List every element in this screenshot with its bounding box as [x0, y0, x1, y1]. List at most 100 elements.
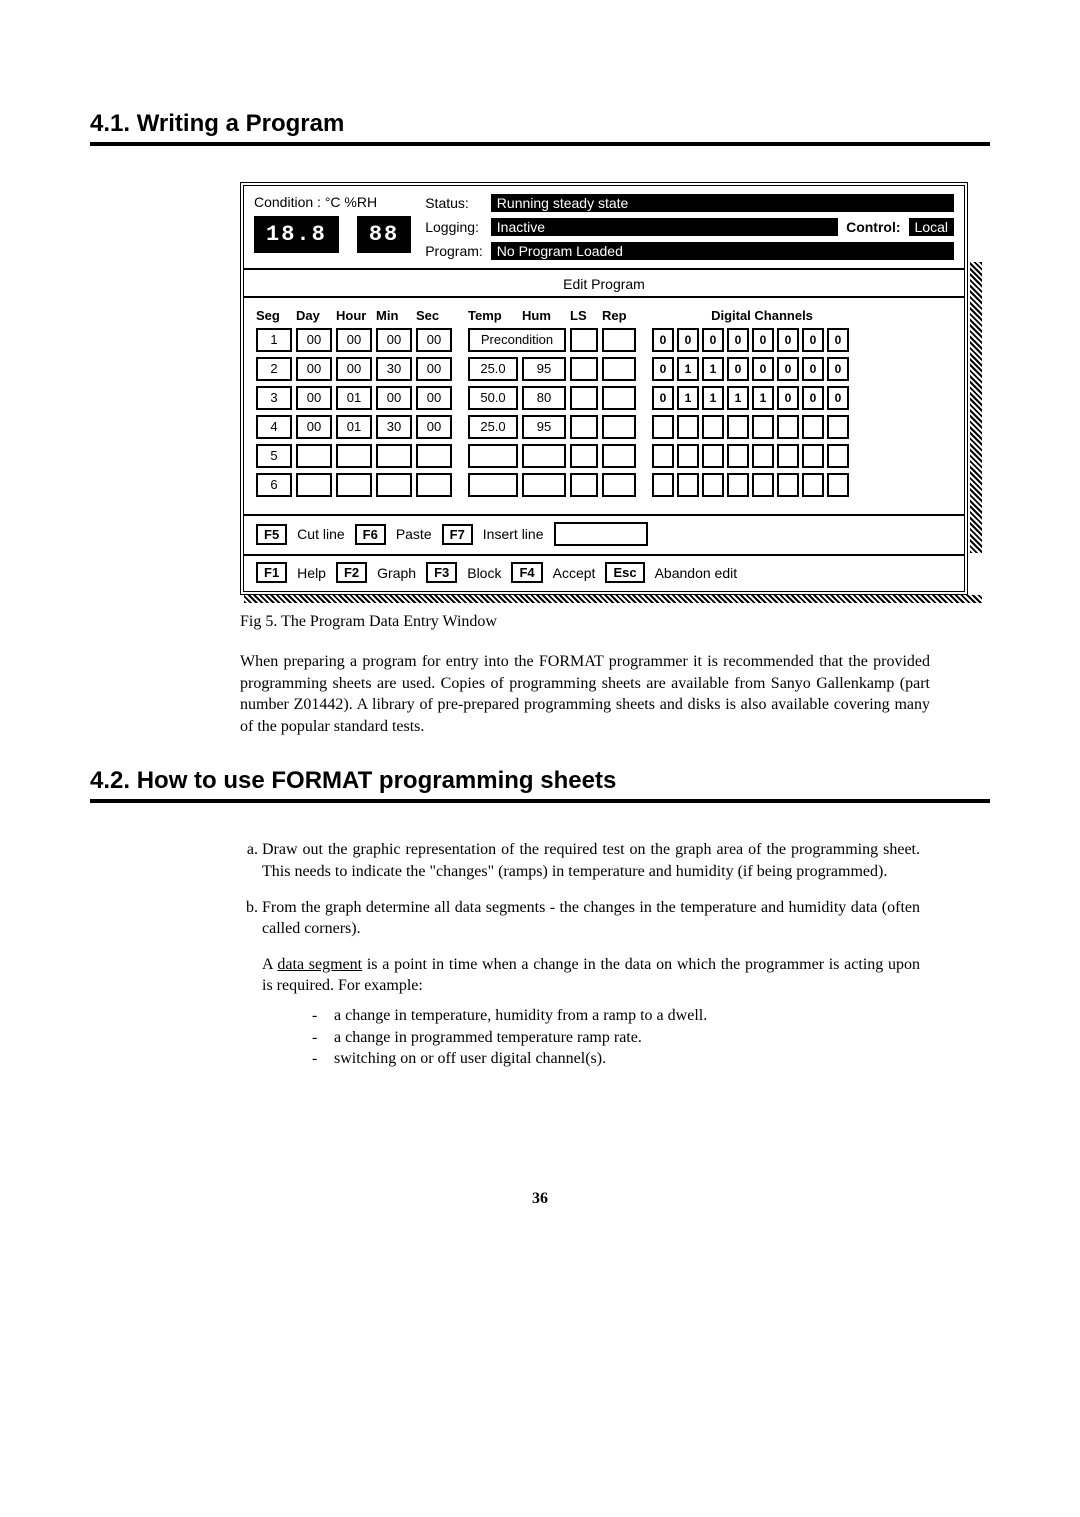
dc-cell[interactable]	[802, 444, 824, 468]
insert-line-field[interactable]	[554, 522, 648, 546]
dc-cell[interactable]: 1	[702, 357, 724, 381]
dc-cell[interactable]	[827, 415, 849, 439]
temp-cell[interactable]	[468, 444, 518, 468]
hum-cell[interactable]	[522, 473, 566, 497]
rep-cell[interactable]	[602, 328, 636, 352]
dc-cell[interactable]	[677, 444, 699, 468]
day-cell[interactable]: 00	[296, 357, 332, 381]
fkey-f7[interactable]: F7	[442, 524, 473, 545]
dc-cell[interactable]	[727, 415, 749, 439]
seg-cell[interactable]: 6	[256, 473, 292, 497]
ls-cell[interactable]	[570, 386, 598, 410]
dc-cell[interactable]: 0	[727, 357, 749, 381]
dc-cell[interactable]: 0	[827, 357, 849, 381]
temp-cell[interactable]	[468, 473, 518, 497]
dc-cell[interactable]: 0	[652, 357, 674, 381]
dc-cell[interactable]: 0	[777, 328, 799, 352]
rep-cell[interactable]	[602, 444, 636, 468]
dc-cell[interactable]	[702, 473, 724, 497]
dc-cell[interactable]: 0	[802, 328, 824, 352]
dc-cell[interactable]: 0	[677, 328, 699, 352]
min-cell[interactable]: 30	[376, 415, 412, 439]
dc-cell[interactable]: 0	[727, 328, 749, 352]
dc-cell[interactable]	[752, 473, 774, 497]
seg-cell[interactable]: 3	[256, 386, 292, 410]
dc-cell[interactable]: 0	[827, 328, 849, 352]
dc-cell[interactable]: 0	[652, 386, 674, 410]
dc-cell[interactable]: 0	[802, 386, 824, 410]
dc-cell[interactable]	[802, 473, 824, 497]
seg-cell[interactable]: 4	[256, 415, 292, 439]
fkey-f3[interactable]: F3	[426, 562, 457, 583]
temp-cell[interactable]: 50.0	[468, 386, 518, 410]
dc-cell[interactable]	[777, 415, 799, 439]
day-cell[interactable]: 00	[296, 328, 332, 352]
sec-cell[interactable]: 00	[416, 328, 452, 352]
day-cell[interactable]: 00	[296, 386, 332, 410]
hour-cell[interactable]: 00	[336, 357, 372, 381]
rep-cell[interactable]	[602, 386, 636, 410]
dc-cell[interactable]: 0	[752, 328, 774, 352]
sec-cell[interactable]: 00	[416, 386, 452, 410]
dc-cell[interactable]: 0	[652, 328, 674, 352]
min-cell[interactable]	[376, 444, 412, 468]
fkey-f1[interactable]: F1	[256, 562, 287, 583]
ls-cell[interactable]	[570, 473, 598, 497]
dc-cell[interactable]	[777, 444, 799, 468]
fkey-f2[interactable]: F2	[336, 562, 367, 583]
precondition-cell[interactable]: Precondition	[468, 328, 566, 352]
min-cell[interactable]	[376, 473, 412, 497]
dc-cell[interactable]	[652, 473, 674, 497]
dc-cell[interactable]	[702, 415, 724, 439]
dc-cell[interactable]	[752, 444, 774, 468]
dc-cell[interactable]	[827, 473, 849, 497]
hour-cell[interactable]	[336, 473, 372, 497]
fkey-f4[interactable]: F4	[511, 562, 542, 583]
dc-cell[interactable]	[827, 444, 849, 468]
temp-cell[interactable]: 25.0	[468, 357, 518, 381]
dc-cell[interactable]: 1	[727, 386, 749, 410]
seg-cell[interactable]: 5	[256, 444, 292, 468]
ls-cell[interactable]	[570, 357, 598, 381]
min-cell[interactable]: 00	[376, 386, 412, 410]
rep-cell[interactable]	[602, 415, 636, 439]
dc-cell[interactable]	[777, 473, 799, 497]
ls-cell[interactable]	[570, 415, 598, 439]
dc-cell[interactable]: 0	[802, 357, 824, 381]
hum-cell[interactable]: 95	[522, 357, 566, 381]
hum-cell[interactable]: 80	[522, 386, 566, 410]
seg-cell[interactable]: 2	[256, 357, 292, 381]
dc-cell[interactable]	[702, 444, 724, 468]
seg-cell[interactable]: 1	[256, 328, 292, 352]
min-cell[interactable]: 00	[376, 328, 412, 352]
ls-cell[interactable]	[570, 328, 598, 352]
hour-cell[interactable]: 00	[336, 328, 372, 352]
dc-cell[interactable]	[727, 444, 749, 468]
fkey-f6[interactable]: F6	[355, 524, 386, 545]
hour-cell[interactable]: 01	[336, 415, 372, 439]
dc-cell[interactable]: 0	[702, 328, 724, 352]
dc-cell[interactable]: 0	[827, 386, 849, 410]
dc-cell[interactable]: 1	[752, 386, 774, 410]
dc-cell[interactable]: 0	[777, 386, 799, 410]
fkey-f5[interactable]: F5	[256, 524, 287, 545]
hum-cell[interactable]: 95	[522, 415, 566, 439]
day-cell[interactable]	[296, 444, 332, 468]
dc-cell[interactable]: 1	[677, 386, 699, 410]
dc-cell[interactable]: 1	[702, 386, 724, 410]
sec-cell[interactable]	[416, 444, 452, 468]
day-cell[interactable]: 00	[296, 415, 332, 439]
hum-cell[interactable]	[522, 444, 566, 468]
dc-cell[interactable]: 0	[752, 357, 774, 381]
dc-cell[interactable]	[652, 444, 674, 468]
hour-cell[interactable]: 01	[336, 386, 372, 410]
sec-cell[interactable]	[416, 473, 452, 497]
sec-cell[interactable]: 00	[416, 415, 452, 439]
sec-cell[interactable]: 00	[416, 357, 452, 381]
dc-cell[interactable]: 0	[777, 357, 799, 381]
ls-cell[interactable]	[570, 444, 598, 468]
dc-cell[interactable]: 1	[677, 357, 699, 381]
rep-cell[interactable]	[602, 357, 636, 381]
dc-cell[interactable]	[677, 415, 699, 439]
rep-cell[interactable]	[602, 473, 636, 497]
